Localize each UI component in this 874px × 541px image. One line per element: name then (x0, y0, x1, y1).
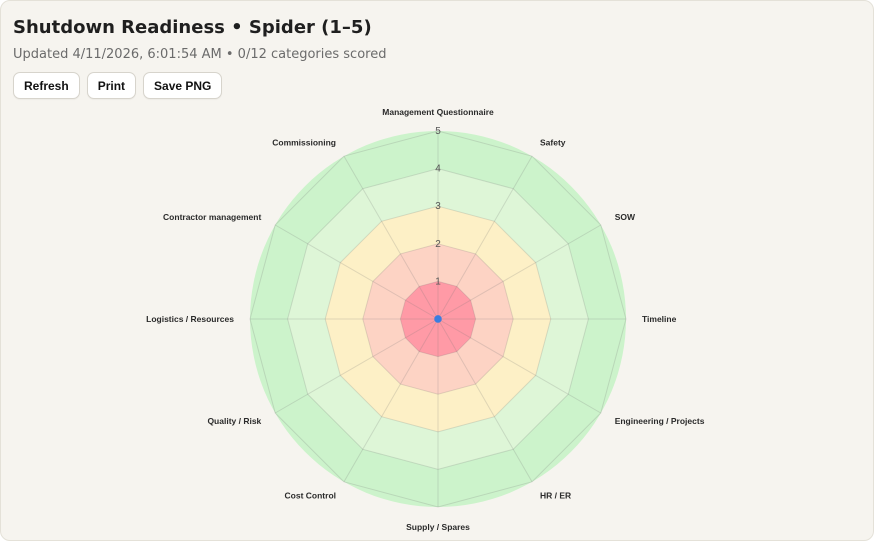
radar-spoke (437, 224, 602, 320)
radar-grid-ring (324, 205, 552, 433)
radar-tick-label: 1 (435, 276, 441, 287)
radar-category-label: SOW (615, 212, 636, 222)
radar-category-label: Supply / Spares (406, 522, 470, 532)
radar-category-label: Quality / Risk (207, 416, 261, 426)
radar-category-label: Safety (540, 137, 566, 147)
radar-spoke (274, 318, 439, 414)
radar-category-label: Cost Control (285, 491, 336, 501)
radar-spoke (274, 224, 439, 320)
radar-category-label: Engineering / Projects (615, 416, 705, 426)
radar-spoke (343, 318, 439, 483)
radar-grid-ring (362, 243, 514, 395)
page-title: Shutdown Readiness • Spider (1–5) (13, 17, 372, 38)
radar-spoke (437, 318, 602, 414)
refresh-button[interactable]: Refresh (13, 72, 80, 99)
radar-tick-label: 2 (435, 239, 441, 250)
radar-category-label: Management Questionnaire (382, 107, 494, 117)
radar-spoke (437, 318, 533, 483)
radar-category-label: Contractor management (163, 212, 261, 222)
radar-data-point (434, 315, 442, 323)
radar-category-label: Logistics / Resources (146, 314, 234, 324)
radar-spoke (343, 155, 439, 320)
radar-grid-ring (399, 280, 477, 358)
print-button[interactable]: Print (86, 72, 137, 99)
radar-tick-label: 3 (435, 201, 441, 212)
radar-category-label: HR / ER (540, 491, 571, 501)
radar-grid-ring (287, 168, 589, 470)
toolbar: Refresh Print Save PNG (13, 72, 223, 99)
radar-grid-ring (249, 130, 627, 508)
save-png-button[interactable]: Save PNG (143, 72, 223, 99)
radar-category-label: Timeline (642, 314, 677, 324)
radar-tick-label: 4 (435, 164, 441, 175)
radar-tick-label: 5 (435, 126, 441, 137)
radar-spoke (437, 155, 533, 320)
radar-category-label: Commissioning (272, 137, 336, 147)
status-subtitle: Updated 4/11/2026, 6:01:54 AM • 0/12 cat… (13, 47, 387, 62)
